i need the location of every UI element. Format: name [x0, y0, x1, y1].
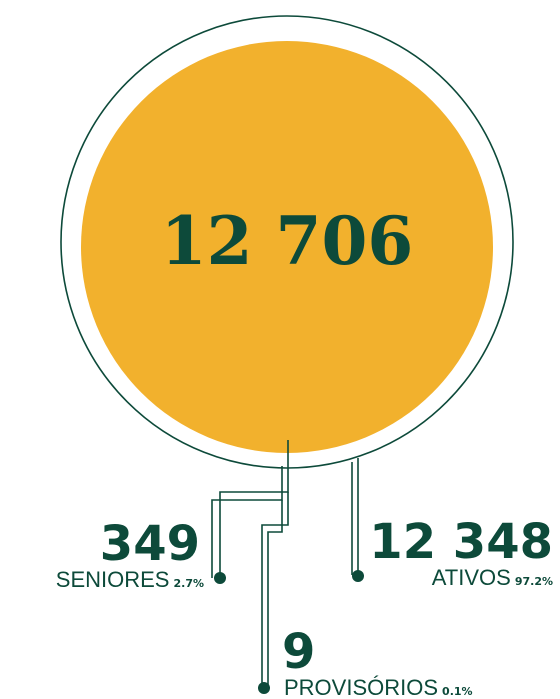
connector — [211, 466, 283, 578]
group-label: SENIORES 2.7% — [56, 567, 204, 592]
connector — [267, 500, 283, 686]
dot — [352, 570, 364, 582]
group-percent: 0.1% — [442, 685, 473, 698]
dot — [214, 572, 226, 584]
group-name: ATIVOS — [432, 565, 511, 590]
dot — [258, 682, 270, 694]
group-name: PROVISÓRIOS — [284, 675, 438, 699]
group-label: PROVISÓRIOS 0.1% — [284, 675, 473, 699]
group-label: ATIVOS 97.2% — [432, 565, 553, 590]
total-value: 12 706 — [161, 202, 414, 280]
connector — [219, 440, 289, 578]
group-percent: 2.7% — [173, 577, 204, 590]
outer-ring — [60, 15, 514, 469]
group-percent: 97.2% — [515, 575, 553, 588]
group-value: 12 348 — [369, 514, 553, 570]
connector — [261, 492, 289, 686]
group-value: 349 — [100, 516, 200, 572]
group-name: SENIORES — [56, 567, 170, 592]
total-circle — [81, 41, 493, 453]
group-value: 9 — [282, 624, 315, 680]
